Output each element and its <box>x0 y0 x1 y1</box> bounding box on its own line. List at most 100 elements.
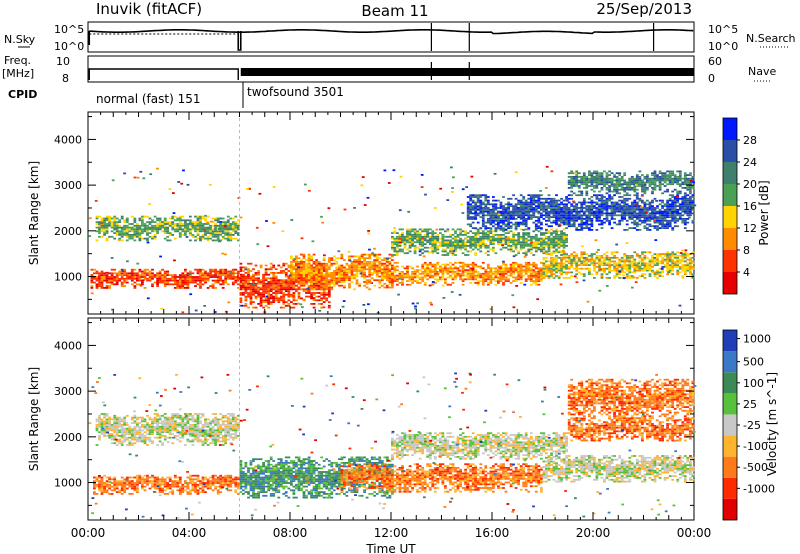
heatmap-cell <box>524 199 528 202</box>
heatmap-cell <box>555 194 558 197</box>
heatmap-cell <box>550 243 553 245</box>
heatmap-cell <box>133 287 137 289</box>
heatmap-cell <box>575 185 579 187</box>
heatmap-cell <box>529 283 533 286</box>
heatmap-cell <box>557 212 561 215</box>
heatmap-cell <box>593 277 596 279</box>
heatmap-cell <box>689 258 692 261</box>
heatmap-cell <box>209 228 212 231</box>
heatmap-cell <box>560 235 563 238</box>
heatmap-cell <box>315 299 318 302</box>
heatmap-cell <box>681 260 685 263</box>
heatmap-cell <box>547 266 551 268</box>
heatmap-cell <box>555 228 558 231</box>
heatmap-cell <box>224 223 228 225</box>
heatmap-cell <box>396 274 399 277</box>
heatmap-cell <box>466 263 470 266</box>
heatmap-cell <box>302 282 306 285</box>
heatmap-cell <box>494 269 498 271</box>
heatmap-cell <box>105 230 109 233</box>
heatmap-cell <box>671 212 675 215</box>
heatmap-cell <box>221 224 225 227</box>
heatmap-cell <box>327 266 331 269</box>
heatmap-cell <box>481 280 485 282</box>
heatmap-cell <box>588 255 591 257</box>
heatmap-cell <box>514 271 518 273</box>
heatmap-cell <box>416 276 419 279</box>
heatmap-cell <box>249 275 253 278</box>
heatmap-cell <box>517 267 521 270</box>
heatmap-cell <box>332 282 336 285</box>
heatmap-cell <box>630 260 634 263</box>
heatmap-cell <box>411 278 414 281</box>
heatmap-cell <box>226 221 230 223</box>
heatmap-cell <box>481 194 485 197</box>
heatmap-cell <box>151 226 154 229</box>
heatmap-cell <box>226 230 230 233</box>
heatmap-cell <box>512 239 515 242</box>
heatmap-cell <box>613 207 616 209</box>
heatmap-cell <box>555 199 558 202</box>
heatmap-cell <box>418 232 422 234</box>
heatmap-cell <box>211 230 215 233</box>
heatmap-cell <box>484 221 488 224</box>
heatmap-cell <box>158 221 162 223</box>
heatmap-cell <box>547 230 551 233</box>
heatmap-cell <box>577 258 581 261</box>
heatmap-cell <box>123 274 127 276</box>
heatmap-cell <box>143 268 147 271</box>
heatmap-cell <box>474 235 478 238</box>
heatmap-cell <box>585 227 589 229</box>
heatmap-cell <box>557 234 561 236</box>
heatmap-cell <box>340 277 344 280</box>
heatmap-cell <box>646 216 649 218</box>
heatmap-cell <box>391 271 394 273</box>
heatmap-cell <box>683 271 687 274</box>
heatmap-cell <box>413 252 417 255</box>
heatmap-cell <box>593 262 596 265</box>
heatmap-cell <box>502 272 505 275</box>
heatmap-cell <box>471 221 475 224</box>
heatmap-cell <box>330 281 334 283</box>
heatmap-cell <box>686 214 690 217</box>
heatmap-cell <box>517 203 521 206</box>
heatmap-cell <box>391 278 394 281</box>
heatmap-cell <box>605 273 609 276</box>
heatmap-cell <box>537 248 541 251</box>
heatmap-cell <box>178 226 182 229</box>
heatmap-cell <box>327 284 331 287</box>
heatmap-cell <box>572 221 576 224</box>
heatmap-cell <box>550 267 553 270</box>
heatmap-cell <box>509 212 513 215</box>
heatmap-cell <box>325 297 329 300</box>
heatmap-cell <box>464 274 467 277</box>
heatmap-cell <box>398 272 402 275</box>
heatmap-cell <box>681 277 685 279</box>
heatmap-cell <box>194 235 197 238</box>
heatmap-cell <box>338 268 341 271</box>
heatmap-cell <box>648 216 652 218</box>
heatmap-cell <box>673 255 677 257</box>
power-heatmap <box>88 112 697 314</box>
heatmap-cell <box>595 208 599 211</box>
heatmap-cell <box>552 208 556 211</box>
heatmap-cell <box>590 210 594 213</box>
heatmap-cell <box>643 201 647 204</box>
heatmap-cell <box>529 205 533 207</box>
heatmap-cell <box>653 221 657 224</box>
heatmap-cell <box>459 261 462 264</box>
heatmap-cell <box>161 281 164 284</box>
heatmap-cell <box>600 255 604 257</box>
heatmap-cell <box>582 172 586 175</box>
heatmap-cell <box>560 216 563 218</box>
heatmap-cell <box>540 194 543 197</box>
heatmap-cell <box>648 201 652 204</box>
heatmap-cell <box>484 271 488 273</box>
heatmap-cell <box>365 279 369 282</box>
heatmap-cell <box>519 214 523 217</box>
heatmap-cell <box>638 208 642 211</box>
heatmap-cell <box>572 192 576 195</box>
heatmap-cell <box>226 215 230 218</box>
heatmap-cell <box>555 255 558 257</box>
heatmap-cell <box>322 277 326 280</box>
